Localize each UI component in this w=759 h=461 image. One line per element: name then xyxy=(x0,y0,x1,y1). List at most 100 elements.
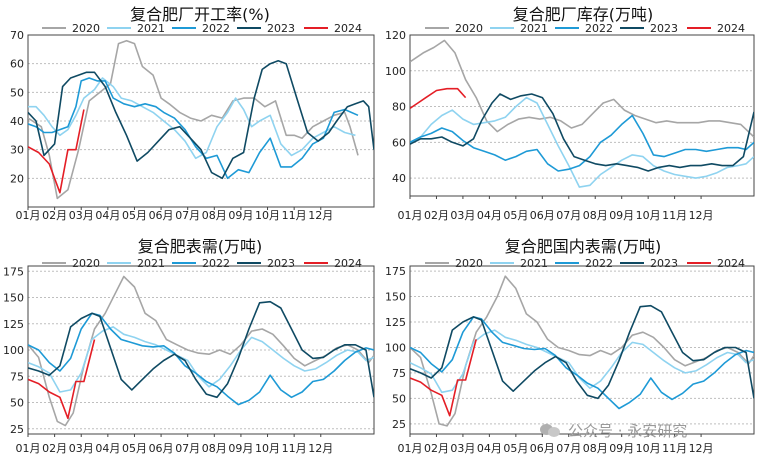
x-tick-label: 11月 xyxy=(662,209,687,222)
x-tick-label: 12月 xyxy=(308,209,333,222)
series-line-2021 xyxy=(28,77,356,160)
y-tick-label: 125 xyxy=(3,318,24,331)
legend-label-2023: 2023 xyxy=(650,257,678,270)
x-tick-label: 05月 xyxy=(122,209,147,222)
y-tick-label: 50 xyxy=(10,86,24,99)
x-tick-label: 05月 xyxy=(503,442,528,455)
y-tick-label: 80 xyxy=(392,101,406,114)
series-line-2020 xyxy=(410,275,754,427)
x-tick-label: 03月 xyxy=(69,209,94,222)
x-tick-label: 12月 xyxy=(308,442,333,455)
legend-label-2021: 2021 xyxy=(137,22,165,35)
x-tick-label: 02月 xyxy=(424,442,449,455)
x-tick-label: 06月 xyxy=(149,442,174,455)
x-tick-label: 04月 xyxy=(477,442,502,455)
x-tick-label: 08月 xyxy=(202,209,227,222)
x-tick-label: 02月 xyxy=(42,442,67,455)
series-line-2024 xyxy=(410,87,467,109)
y-tick-label: 175 xyxy=(3,265,24,278)
chart-title: 复合肥厂开工率(%) xyxy=(130,5,270,24)
legend-label-2020: 2020 xyxy=(455,22,483,35)
x-tick-label: 03月 xyxy=(450,442,475,455)
y-tick-label: 40 xyxy=(392,172,406,185)
y-tick-label: 120 xyxy=(385,29,406,42)
x-tick-label: 01月 xyxy=(16,442,41,455)
chart-title: 复合肥表需(万吨) xyxy=(138,237,263,256)
x-tick-label: 07月 xyxy=(556,442,581,455)
x-tick-label: 02月 xyxy=(424,209,449,222)
x-tick-label: 07月 xyxy=(175,209,200,222)
y-tick-label: 100 xyxy=(3,344,24,357)
series-line-2022 xyxy=(410,114,754,172)
series-line-2022 xyxy=(410,316,754,410)
legend-label-2022: 2022 xyxy=(202,257,230,270)
x-tick-label: 04月 xyxy=(477,209,502,222)
series-line-2023 xyxy=(410,93,754,172)
x-tick-label: 11月 xyxy=(282,442,307,455)
chart-title: 复合肥厂库存(万吨) xyxy=(513,5,654,24)
chart-title: 复合肥国内表需(万吨) xyxy=(505,237,662,256)
x-tick-label: 12月 xyxy=(689,442,714,455)
chart-4: 复合肥国内表需(万吨) 2020 2021 2022 2023 2024 25 50 75 100… xyxy=(385,237,755,455)
x-tick-label: 07月 xyxy=(175,442,200,455)
y-tick-label: 75 xyxy=(10,370,24,383)
plot-frame xyxy=(409,265,755,435)
y-tick-label: 100 xyxy=(385,65,406,78)
x-tick-label: 04月 xyxy=(95,442,120,455)
y-tick-label: 150 xyxy=(3,292,24,305)
series-line-2021 xyxy=(410,96,754,188)
y-tick-label: 175 xyxy=(385,265,406,278)
y-tick-label: 60 xyxy=(10,58,24,71)
series-line-2023 xyxy=(410,304,754,400)
x-tick-label: 08月 xyxy=(202,442,227,455)
x-tick-label: 09月 xyxy=(609,209,634,222)
x-tick-label: 08月 xyxy=(583,209,608,222)
series-line-2023 xyxy=(28,60,374,180)
x-tick-label: 01月 xyxy=(398,209,423,222)
x-tick-label: 09月 xyxy=(228,209,253,222)
y-tick-label: 20 xyxy=(10,172,24,185)
legend-label-2024: 2024 xyxy=(717,257,745,270)
legend-label-2020: 2020 xyxy=(72,22,100,35)
x-tick-label: 10月 xyxy=(255,442,280,455)
chart-3: 复合肥表需(万吨) 2020 2021 2022 2023 2024 25 50 75 100 12… xyxy=(3,237,375,455)
series-line-2020 xyxy=(28,275,374,427)
legend-label-2023: 2023 xyxy=(267,257,295,270)
series-line-2022 xyxy=(28,312,374,406)
legend-label-2022: 2022 xyxy=(585,22,613,35)
chart-2: 复合肥厂库存(万吨) 2020 2021 2022 2023 2024 40 60 80 100 1… xyxy=(385,5,755,222)
series-line-2024 xyxy=(410,339,477,417)
x-tick-label: 01月 xyxy=(398,442,423,455)
chart-1: 复合肥厂开工率(%) 2020 2021 2022 2023 2024 20 30 40 50 60… xyxy=(10,5,375,222)
legend-label-2020: 2020 xyxy=(72,257,100,270)
x-tick-label: 05月 xyxy=(122,442,147,455)
y-tick-label: 25 xyxy=(10,423,24,436)
x-tick-label: 07月 xyxy=(556,209,581,222)
legend-label-2023: 2023 xyxy=(650,22,678,35)
x-tick-label: 12月 xyxy=(689,209,714,222)
y-tick-label: 70 xyxy=(10,29,24,42)
series-line-2020 xyxy=(28,39,359,200)
x-tick-label: 01月 xyxy=(16,209,41,222)
x-tick-label: 05月 xyxy=(503,209,528,222)
plot-frame xyxy=(27,34,375,208)
legend-label-2024: 2024 xyxy=(717,22,745,35)
y-tick-label: 60 xyxy=(392,136,406,149)
x-tick-label: 04月 xyxy=(95,209,120,222)
y-tick-label: 50 xyxy=(10,397,24,410)
series-line-2024 xyxy=(28,109,85,194)
series-line-2020 xyxy=(410,39,754,138)
y-tick-label: 100 xyxy=(385,341,406,354)
x-tick-label: 02月 xyxy=(42,209,67,222)
x-tick-label: 11月 xyxy=(662,442,687,455)
x-tick-label: 09月 xyxy=(609,442,634,455)
series-line-2021 xyxy=(410,329,754,394)
y-tick-label: 75 xyxy=(392,367,406,380)
legend-label-2021: 2021 xyxy=(520,22,548,35)
legend-label-2024: 2024 xyxy=(334,257,362,270)
x-tick-label: 10月 xyxy=(636,442,661,455)
legend-label-2021: 2021 xyxy=(520,257,548,270)
legend-label-2021: 2021 xyxy=(137,257,165,270)
legend-label-2020: 2020 xyxy=(455,257,483,270)
